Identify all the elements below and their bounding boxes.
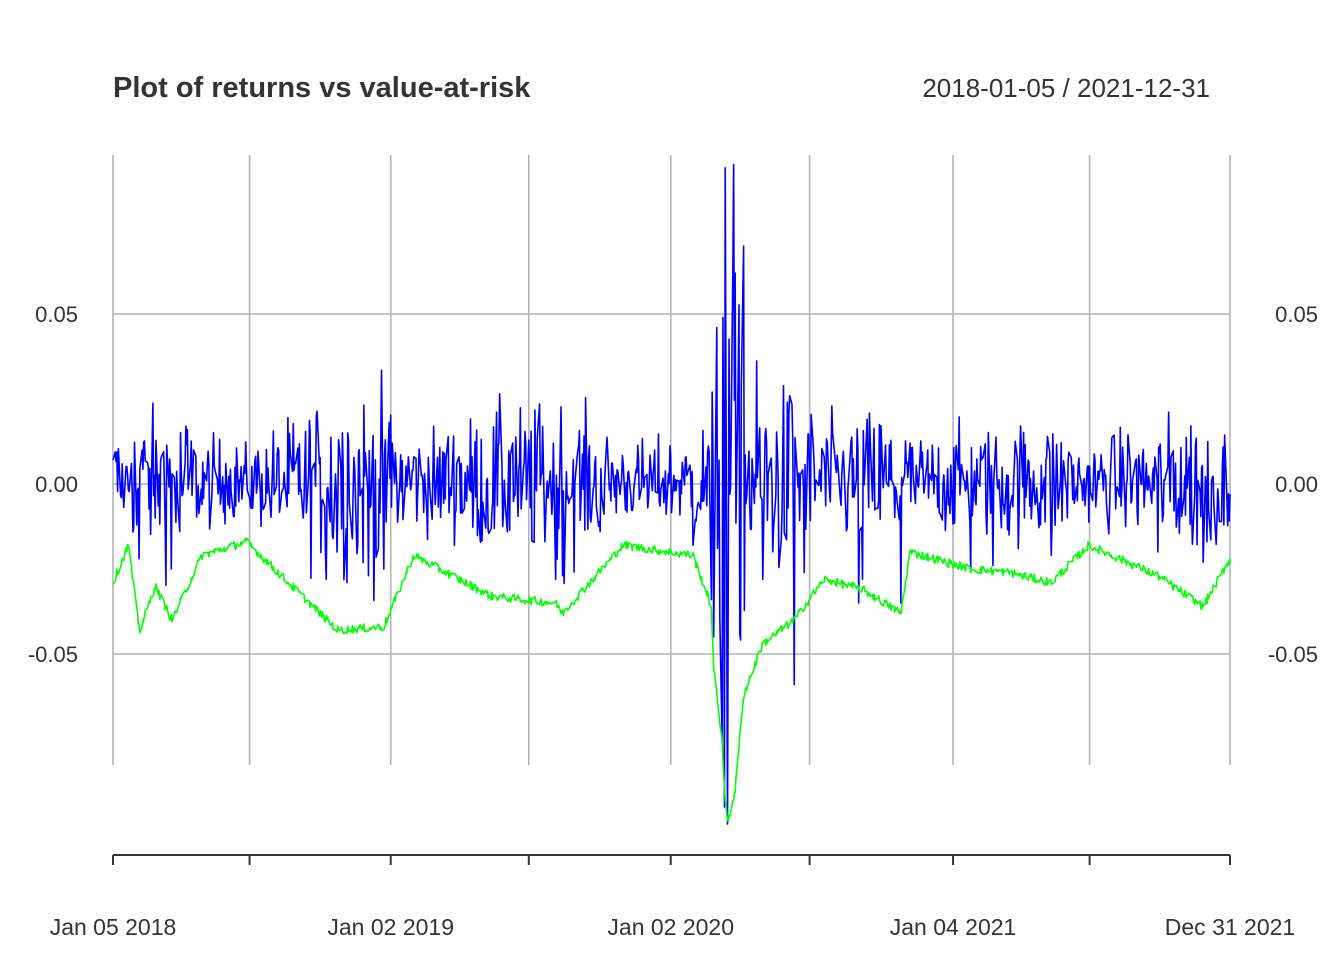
series-group — [112, 163, 1231, 825]
y-tick-label: 0.05 — [1275, 302, 1318, 327]
chart-title: Plot of returns vs value-at-risk — [113, 72, 531, 104]
date-range-label: 2018-01-05 / 2021-12-31 — [922, 73, 1210, 103]
y-axis-right: 0.05 0.00 -0.05 — [1268, 302, 1318, 667]
y-tick-label: 0.00 — [1275, 472, 1318, 497]
x-axis: Jan 05 2018 Jan 02 2019 Jan 02 2020 Jan 04 … — [50, 854, 1295, 940]
y-axis-left: 0.05 0.00 -0.05 — [28, 302, 78, 667]
x-tick-label: Jan 02 2020 — [607, 914, 734, 940]
x-tick-label: Jan 05 2018 — [50, 914, 177, 940]
y-tick-label: 0.05 — [35, 302, 78, 327]
x-tick-label: Jan 02 2019 — [327, 914, 454, 940]
x-tick-label: Jan 04 2021 — [890, 914, 1017, 940]
series-returns — [112, 163, 1231, 825]
y-tick-label: -0.05 — [28, 642, 78, 667]
x-tick-label: Dec 31 2021 — [1165, 914, 1295, 940]
y-tick-label: -0.05 — [1268, 642, 1318, 667]
series-var — [112, 537, 1231, 822]
series-line-var — [112, 537, 1231, 822]
y-tick-label: 0.00 — [35, 472, 78, 497]
series-line-returns — [112, 163, 1231, 825]
